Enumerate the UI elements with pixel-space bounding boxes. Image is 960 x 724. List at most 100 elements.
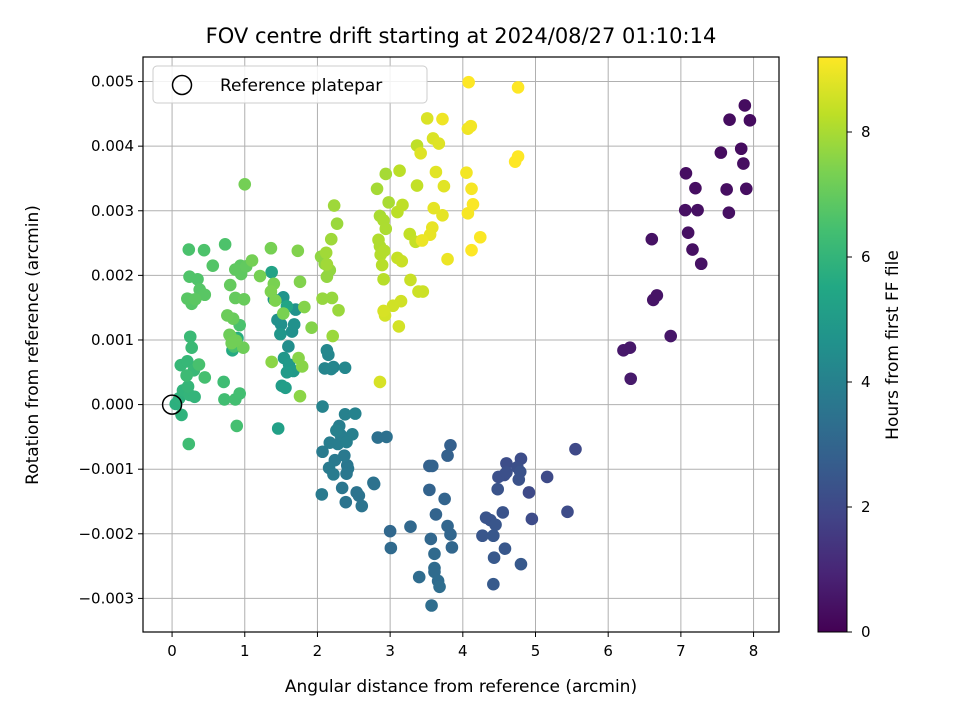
- data-point: [739, 182, 753, 196]
- data-point: [465, 182, 478, 196]
- data-point: [276, 307, 290, 320]
- data-point: [181, 380, 195, 393]
- data-point: [460, 166, 473, 179]
- data-point: [237, 292, 251, 306]
- grid: [143, 57, 779, 632]
- y-axis-ticks: −0.003 −0.002 −0.001 0.000 0.001 0.002 0.003 0.…: [78, 73, 143, 607]
- data-point: [339, 495, 353, 509]
- data-point: [348, 407, 362, 420]
- data-point: [379, 167, 393, 181]
- data-point: [315, 488, 329, 501]
- data-point: [264, 285, 278, 298]
- data-point: [428, 547, 441, 561]
- data-point: [396, 198, 409, 212]
- y-tick-label: 0.003: [91, 202, 134, 220]
- data-point: [191, 272, 204, 286]
- x-tick-label: 5: [531, 642, 541, 660]
- data-point: [512, 473, 526, 486]
- data-point: [324, 232, 338, 246]
- legend-entry: Reference platepar: [220, 76, 382, 96]
- data-point: [182, 243, 196, 256]
- data-point: [293, 275, 307, 289]
- data-point: [316, 292, 329, 305]
- x-tick-label: 8: [749, 642, 759, 660]
- data-point: [645, 232, 659, 246]
- data-point: [192, 358, 206, 371]
- data-point: [383, 524, 397, 538]
- data-point: [291, 244, 305, 258]
- data-point: [624, 372, 638, 386]
- x-tick-label: 7: [676, 642, 686, 660]
- colorbar-tick-label: 0: [861, 623, 871, 641]
- data-point: [185, 341, 198, 355]
- data-point: [743, 114, 757, 127]
- data-point: [465, 243, 478, 257]
- data-point: [694, 257, 708, 271]
- data-point: [464, 119, 478, 133]
- data-point: [423, 483, 436, 497]
- data-point: [384, 541, 398, 555]
- data-point: [425, 459, 439, 473]
- colorbar-label: Hours from first FF file: [883, 250, 903, 440]
- data-point: [305, 321, 318, 335]
- data-point: [617, 344, 630, 357]
- y-tick-label: −0.001: [78, 460, 134, 478]
- y-tick-label: 0.004: [91, 137, 134, 155]
- data-point: [330, 217, 344, 230]
- data-point: [230, 419, 244, 433]
- data-point: [327, 199, 341, 212]
- data-point: [425, 599, 438, 612]
- data-point: [393, 164, 406, 178]
- data-point: [218, 238, 232, 251]
- data-point: [175, 408, 188, 422]
- plot-area: [143, 57, 779, 632]
- data-point: [487, 551, 501, 565]
- x-tick-label: 6: [603, 642, 613, 660]
- data-point: [225, 336, 238, 350]
- data-point: [681, 226, 695, 240]
- data-point: [386, 299, 400, 313]
- data-point: [441, 449, 454, 462]
- data-point: [379, 222, 393, 236]
- y-axis-label: Rotation from reference (arcmin): [23, 205, 43, 485]
- x-tick-label: 2: [313, 642, 323, 660]
- data-point: [238, 177, 252, 191]
- data-point: [441, 252, 454, 266]
- data-point: [355, 499, 369, 513]
- y-tick-label: 0.000: [91, 396, 134, 414]
- data-point: [180, 369, 193, 382]
- data-point: [217, 375, 230, 389]
- data-point: [326, 329, 340, 343]
- colorbar-tick-label: 8: [861, 123, 871, 141]
- data-point: [330, 424, 343, 437]
- data-point: [646, 293, 660, 307]
- x-tick-label: 0: [167, 642, 177, 660]
- y-tick-label: 0.001: [91, 331, 134, 349]
- data-point: [498, 542, 512, 555]
- data-point: [412, 570, 426, 584]
- data-point: [429, 508, 443, 521]
- data-point: [424, 532, 438, 546]
- data-point: [320, 344, 334, 357]
- data-point: [295, 360, 309, 373]
- colorbar-tick-label: 2: [861, 498, 871, 516]
- data-point: [500, 466, 513, 479]
- data-point: [489, 518, 502, 532]
- data-point: [181, 354, 194, 368]
- data-point: [714, 146, 728, 159]
- data-point: [410, 179, 424, 192]
- data-point: [183, 330, 197, 344]
- data-point: [476, 529, 489, 543]
- x-tick-label: 4: [458, 642, 468, 660]
- data-point: [280, 365, 294, 379]
- data-point: [198, 288, 212, 302]
- data-point: [382, 196, 395, 209]
- data-point: [298, 300, 311, 314]
- data-point: [377, 272, 390, 286]
- data-point: [316, 445, 329, 459]
- y-tick-label: −0.002: [78, 525, 134, 543]
- data-point: [265, 355, 278, 369]
- data-point: [525, 512, 539, 526]
- data-points: [161, 75, 757, 612]
- data-point: [218, 393, 231, 406]
